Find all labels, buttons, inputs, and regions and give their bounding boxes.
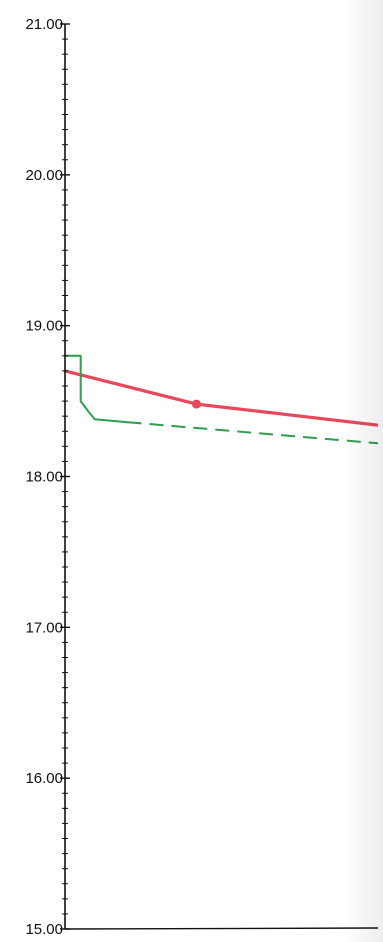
y-tick-label: 16.00: [25, 770, 63, 787]
x-axis-line: [64, 927, 379, 930]
dashed-series-line: [127, 421, 379, 445]
y-tick-label: 17.00: [25, 619, 63, 636]
series-line: [64, 369, 379, 427]
series-line: [65, 354, 128, 424]
y-tick-label: 15.00: [25, 921, 63, 938]
y-tick-label: 19.00: [25, 318, 63, 335]
y-tick-label: 18.00: [25, 469, 63, 486]
y-tick-label: 21.00: [25, 16, 63, 33]
y-tick-label: 20.00: [25, 167, 63, 184]
series-marker: [191, 399, 201, 409]
series-layer: [64, 354, 379, 445]
axis-layer: 15.00 16.00 17.00 18.00 19.00 20.00 21.00: [25, 16, 379, 938]
